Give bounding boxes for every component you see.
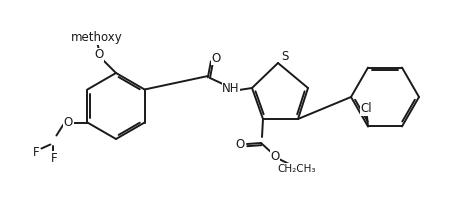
Text: O: O	[271, 150, 280, 163]
Text: O: O	[235, 138, 245, 152]
Text: Cl: Cl	[360, 102, 372, 115]
Text: methoxy: methoxy	[71, 32, 123, 45]
Text: O: O	[64, 116, 73, 129]
Text: O: O	[212, 52, 221, 64]
Text: CH₂CH₃: CH₂CH₃	[278, 164, 316, 174]
Text: F: F	[51, 152, 58, 165]
Text: O: O	[94, 49, 104, 61]
Text: F: F	[33, 146, 40, 159]
Text: NH: NH	[222, 81, 240, 95]
Text: S: S	[281, 49, 289, 63]
